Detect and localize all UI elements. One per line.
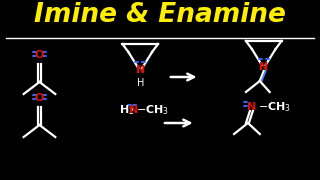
Text: N: N <box>259 62 268 72</box>
Text: N: N <box>247 102 257 112</box>
Text: $-$CH$_3$: $-$CH$_3$ <box>136 103 170 117</box>
Text: H: H <box>137 78 144 88</box>
Text: Imine & Enamine: Imine & Enamine <box>34 2 286 28</box>
Text: $-$CH$_3$: $-$CH$_3$ <box>258 100 291 114</box>
Text: O: O <box>35 93 44 103</box>
Text: N: N <box>136 65 145 75</box>
Text: O: O <box>35 50 44 60</box>
Text: H$_2$: H$_2$ <box>118 103 134 117</box>
Text: N: N <box>129 105 139 115</box>
